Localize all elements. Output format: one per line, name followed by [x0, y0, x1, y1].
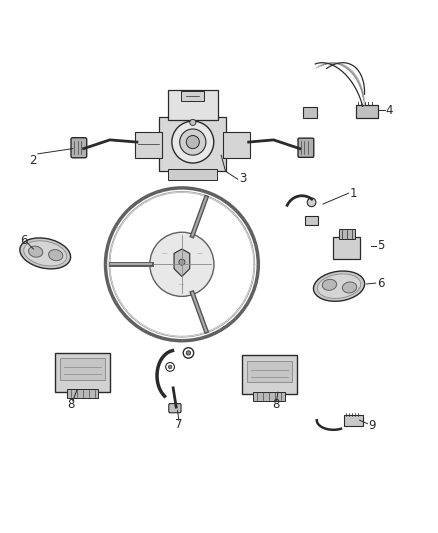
FancyBboxPatch shape — [298, 138, 314, 157]
FancyBboxPatch shape — [339, 229, 355, 239]
Text: 6: 6 — [377, 277, 385, 289]
FancyBboxPatch shape — [305, 216, 318, 224]
Circle shape — [307, 198, 316, 207]
FancyBboxPatch shape — [55, 352, 110, 392]
FancyBboxPatch shape — [60, 358, 106, 379]
FancyBboxPatch shape — [159, 117, 226, 171]
Text: 9: 9 — [368, 419, 376, 432]
Ellipse shape — [28, 246, 43, 257]
Text: 3: 3 — [239, 172, 247, 185]
Circle shape — [190, 119, 196, 125]
FancyBboxPatch shape — [242, 355, 297, 394]
Circle shape — [150, 232, 214, 296]
Circle shape — [168, 365, 172, 369]
FancyBboxPatch shape — [67, 389, 99, 398]
Text: 7: 7 — [175, 418, 183, 431]
Ellipse shape — [314, 271, 365, 301]
Text: 8: 8 — [272, 398, 279, 410]
Ellipse shape — [49, 249, 63, 261]
FancyBboxPatch shape — [168, 169, 217, 180]
Text: 1: 1 — [350, 187, 357, 200]
FancyBboxPatch shape — [247, 361, 292, 382]
Ellipse shape — [343, 282, 357, 293]
FancyBboxPatch shape — [169, 403, 181, 413]
Ellipse shape — [24, 241, 67, 266]
Circle shape — [166, 362, 174, 372]
FancyBboxPatch shape — [223, 133, 251, 158]
Text: 4: 4 — [386, 104, 393, 117]
Text: 6: 6 — [20, 234, 28, 247]
Circle shape — [180, 129, 206, 155]
Circle shape — [172, 121, 214, 163]
FancyBboxPatch shape — [181, 91, 204, 101]
Ellipse shape — [318, 274, 361, 298]
Text: —: — — [179, 282, 185, 287]
FancyBboxPatch shape — [333, 237, 360, 259]
Circle shape — [186, 135, 199, 149]
Circle shape — [183, 348, 194, 358]
FancyBboxPatch shape — [303, 107, 317, 118]
FancyBboxPatch shape — [168, 90, 218, 120]
Text: —: — — [162, 252, 167, 256]
FancyBboxPatch shape — [135, 133, 162, 158]
Circle shape — [186, 351, 191, 355]
Text: 2: 2 — [29, 155, 37, 167]
Text: 5: 5 — [377, 239, 385, 252]
Polygon shape — [174, 249, 190, 277]
Ellipse shape — [322, 279, 337, 290]
Text: —: — — [197, 252, 202, 256]
FancyBboxPatch shape — [344, 415, 363, 426]
FancyBboxPatch shape — [71, 138, 87, 158]
Text: 8: 8 — [67, 398, 74, 410]
FancyBboxPatch shape — [356, 104, 378, 118]
Ellipse shape — [20, 238, 71, 269]
Circle shape — [179, 259, 185, 265]
FancyBboxPatch shape — [254, 392, 285, 400]
